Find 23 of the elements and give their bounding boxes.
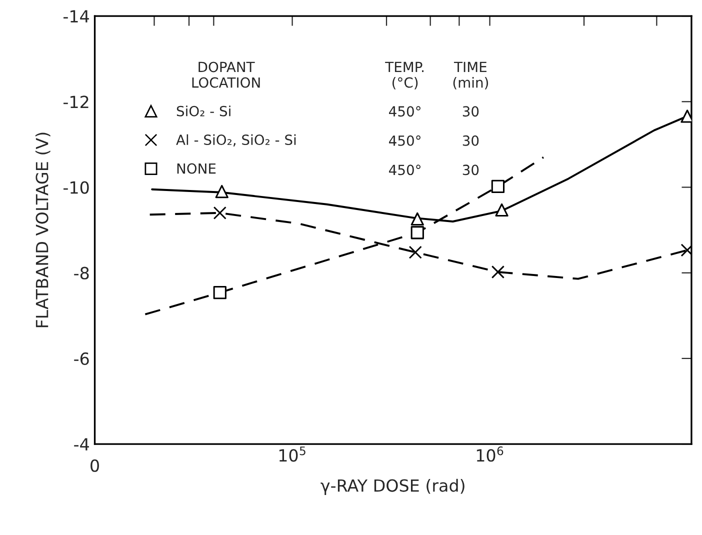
x-tick-label: 10$^{6}$ <box>476 446 504 462</box>
annotation: DOPANT LOCATION <box>192 62 260 88</box>
annotation: 30 <box>462 106 479 117</box>
y-tick-label: -4 <box>74 438 89 450</box>
legend-label: SiO₂ - Si <box>176 106 230 116</box>
y-tick-label: -10 <box>64 181 89 194</box>
annotation: TIME (min) <box>453 62 488 90</box>
y-tick-label: -6 <box>74 352 89 366</box>
y-tick-label: -12 <box>64 96 88 108</box>
legend-label: Al - SiO₂, SiO₂ - Si <box>176 134 296 146</box>
annotation: 450° <box>389 164 420 176</box>
y-axis-title: FLATBAND VOLTAGE (V) <box>35 132 50 328</box>
x-axis-title: γ-RAY DOSE (rad) <box>320 478 464 496</box>
annotation: TEMP. (°C) <box>385 62 424 90</box>
y-tick-label: -8 <box>74 266 89 280</box>
y-tick-label: -14 <box>64 10 89 22</box>
annotation: 450° <box>389 106 420 117</box>
annotation: 450° <box>389 135 420 146</box>
annotation: 30 <box>462 135 479 146</box>
x-tick-label: 10$^{5}$ <box>279 446 306 462</box>
annotation: 30 <box>462 164 479 176</box>
legend-label: NONE <box>177 163 216 174</box>
text: 0 <box>90 459 99 472</box>
